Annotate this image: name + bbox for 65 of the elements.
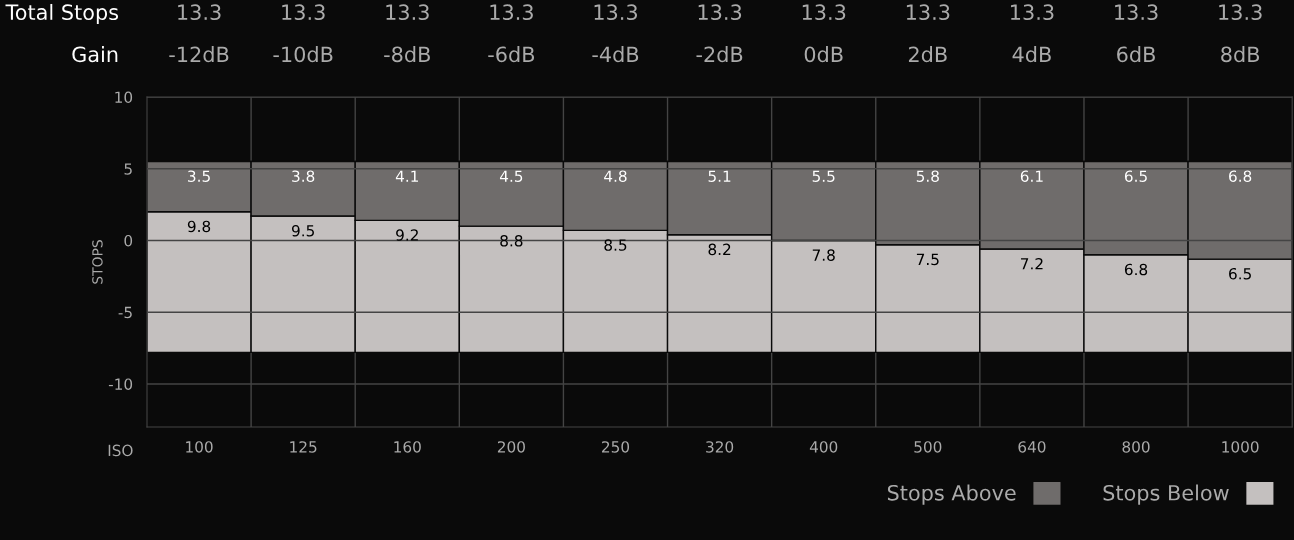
text: -12dB: [169, 46, 229, 63]
text: -6dB: [488, 46, 535, 63]
y-tick-label: -5: [118, 306, 132, 319]
x-tick-label: 200: [497, 441, 525, 453]
text: 8dB: [1221, 46, 1260, 63]
text: -4dB: [592, 46, 639, 63]
y-tick-label: 5: [124, 163, 132, 175]
x-tick-label: 160: [394, 441, 421, 453]
x-tick-label: 400: [809, 441, 838, 453]
y-tick-label: 10: [115, 91, 133, 104]
data-label: 4.8: [604, 170, 627, 182]
text: Gain: [72, 46, 118, 63]
data-label: 6.8: [1124, 263, 1148, 276]
data-label: 8.5: [604, 239, 627, 251]
y-tick-label: -10: [108, 378, 133, 390]
legend-label: Stops Above: [887, 484, 1016, 505]
data-label: 3.5: [188, 170, 210, 182]
text: 13.3: [282, 4, 325, 21]
x-tick-label: 800: [1122, 441, 1150, 453]
y-tick-label: 0: [124, 234, 133, 247]
text: 13.3: [802, 4, 846, 21]
text: -2dB: [696, 46, 743, 63]
data-label: 5.5: [812, 170, 835, 182]
data-label: 4.5: [499, 170, 523, 182]
data-label: 7.5: [916, 253, 939, 266]
text: 13.3: [1011, 4, 1054, 21]
text: 13.3: [906, 4, 950, 21]
text: 2dB: [908, 46, 947, 63]
text: 6dB: [1117, 46, 1155, 63]
x-tick-label: 250: [602, 441, 630, 453]
text: -10dB: [273, 46, 333, 63]
text: 13.3: [698, 4, 742, 21]
text: 13.3: [1115, 4, 1158, 21]
text: 13.3: [490, 4, 533, 21]
data-label: 8.2: [708, 243, 731, 256]
data-label: 9.2: [396, 229, 418, 241]
text: 13.3: [1219, 4, 1262, 21]
text: 13.3: [594, 4, 638, 21]
data-label: 6.8: [1229, 170, 1252, 182]
x-tick-label: 125: [290, 441, 317, 453]
x-tick-label: 100: [186, 441, 213, 453]
text: 0dB: [804, 46, 843, 63]
x-tick-label: 640: [1018, 441, 1046, 453]
x-tick-label: 1000: [1222, 441, 1259, 453]
legend-label: Stops Below: [1103, 484, 1229, 505]
data-label: 9.8: [187, 220, 211, 233]
text: 13.3: [178, 4, 221, 21]
data-label: 4.1: [395, 170, 419, 182]
x-axis-title: ISO: [108, 444, 133, 457]
data-label: 5.8: [916, 170, 939, 182]
y-axis-title: STOPS: [92, 240, 103, 284]
x-tick-label: 320: [706, 441, 734, 453]
text: -8dB: [384, 46, 430, 63]
x-tick-label: 500: [914, 441, 942, 453]
text: Total Stops: [5, 3, 119, 25]
data-label: 6.1: [1020, 170, 1043, 182]
data-label: 7.8: [812, 249, 835, 261]
data-label: 9.5: [291, 224, 314, 237]
data-label: 5.1: [708, 170, 731, 182]
text: 13.3: [386, 4, 429, 21]
data-label: 6.5: [1124, 170, 1147, 182]
text: 4dB: [1012, 46, 1051, 63]
data-label: 7.2: [1021, 257, 1043, 270]
data-label: 6.5: [1229, 267, 1251, 280]
data-label: 3.8: [292, 170, 315, 182]
